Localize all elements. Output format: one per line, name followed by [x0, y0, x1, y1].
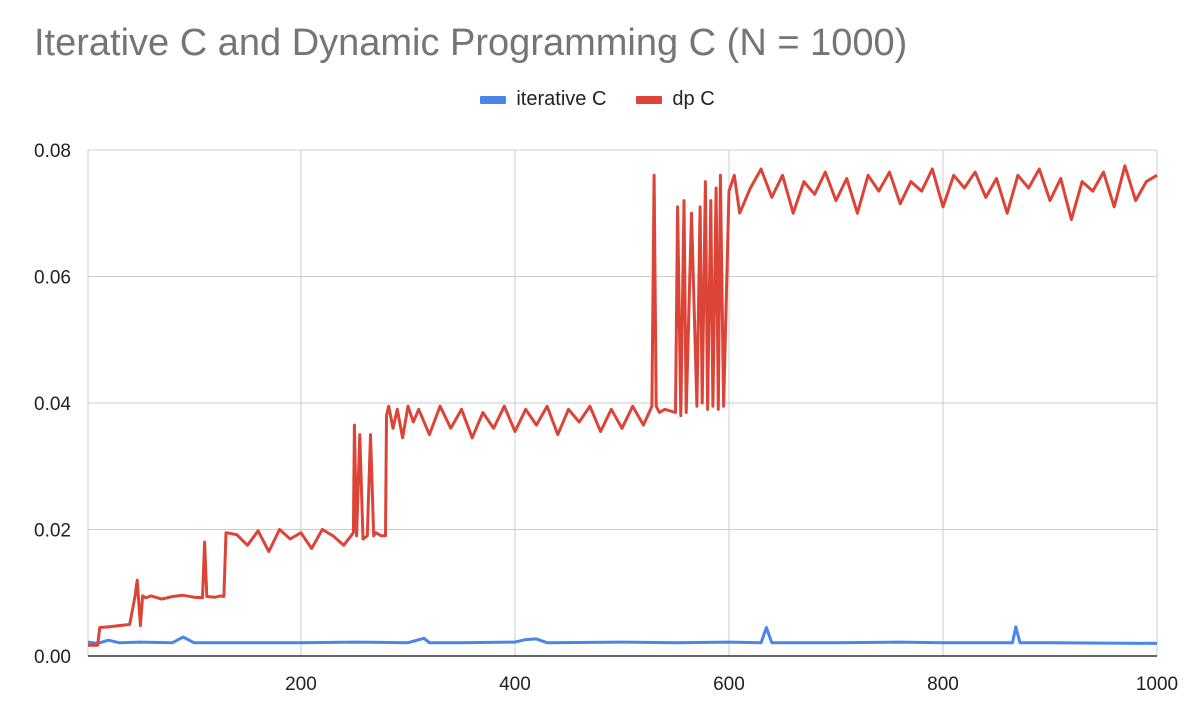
legend-label-dp-c: dp C: [672, 88, 715, 110]
legend-label-iterative-c: iterative C: [516, 88, 607, 110]
series-layer: [87, 164, 1158, 647]
series-line-dp-c: [88, 164, 1158, 647]
x-tick-label: 600: [713, 674, 745, 695]
y-tick-label: 0.04: [34, 394, 71, 415]
x-tick-label: 200: [285, 674, 317, 695]
y-tick-label: 0.08: [34, 141, 71, 162]
legend-swatch-iterative-c: [480, 95, 507, 104]
y-tick-label: 0.02: [34, 521, 71, 542]
legend: iterative C dp C: [0, 88, 1195, 111]
legend-item-dp-c[interactable]: dp C: [636, 88, 715, 111]
x-tick-label: 1000: [1136, 674, 1178, 695]
tick-labels: 0.00 0.02 0.04 0.06 0.08 200 400 600 800 1000: [34, 141, 1178, 695]
x-tick-label: 400: [499, 674, 531, 695]
y-tick-label: 0.06: [34, 268, 71, 289]
legend-swatch-dp-c: [636, 95, 663, 104]
x-tick-label: 800: [927, 674, 959, 695]
chart-title: Iterative C and Dynamic Programming C (N…: [34, 22, 908, 64]
series-line-iterative-c: [87, 625, 1158, 645]
grid: [87, 149, 1158, 656]
legend-item-iterative-c[interactable]: iterative C: [480, 88, 606, 111]
y-tick-label: 0.00: [34, 647, 71, 668]
